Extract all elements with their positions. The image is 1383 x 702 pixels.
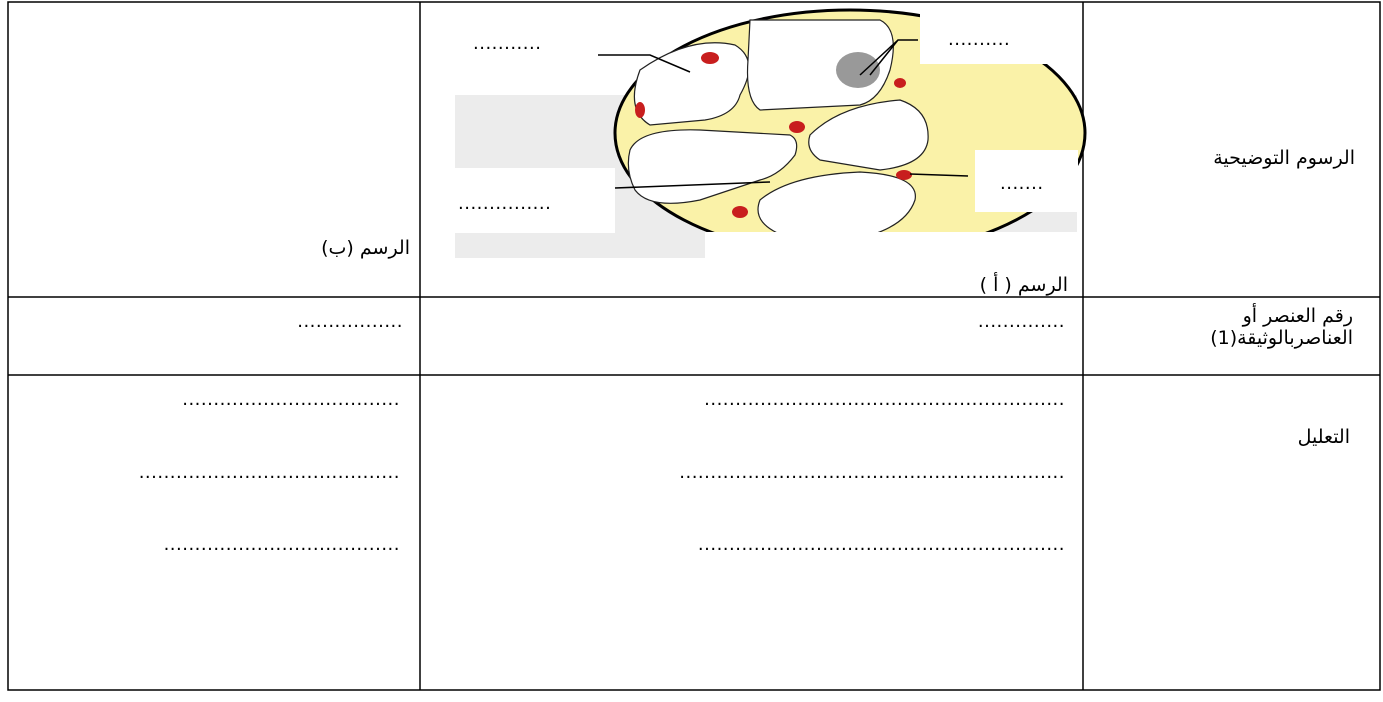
blank-label: .......... bbox=[948, 29, 1011, 50]
blank-line: ...................................... bbox=[163, 534, 400, 555]
row-label: رقم العنصر أو bbox=[1242, 305, 1353, 327]
row-label: الرسوم التوضيحية bbox=[1213, 147, 1355, 169]
figure-caption: الرسم (ب) bbox=[321, 237, 410, 259]
blank-line: ................. bbox=[297, 311, 403, 332]
blank-label: ....... bbox=[1000, 173, 1044, 194]
blank-label: ........... bbox=[473, 33, 542, 54]
blank-line: ........................................… bbox=[704, 389, 1065, 410]
blank-line: ........................................… bbox=[697, 534, 1065, 555]
blank-line: ........................................… bbox=[138, 462, 400, 483]
blank-line: ........................................… bbox=[679, 462, 1065, 483]
blank-line: ................................... bbox=[182, 389, 400, 410]
figure-caption: الرسم ( أ ) bbox=[979, 274, 1068, 296]
figure-a-diagram bbox=[455, 5, 1087, 258]
row-label: العناصربالوثيقة(1) bbox=[1210, 327, 1353, 349]
row-label: التعليل bbox=[1297, 426, 1350, 448]
blank-label: ............... bbox=[458, 193, 552, 214]
blank-line: .............. bbox=[977, 311, 1065, 332]
